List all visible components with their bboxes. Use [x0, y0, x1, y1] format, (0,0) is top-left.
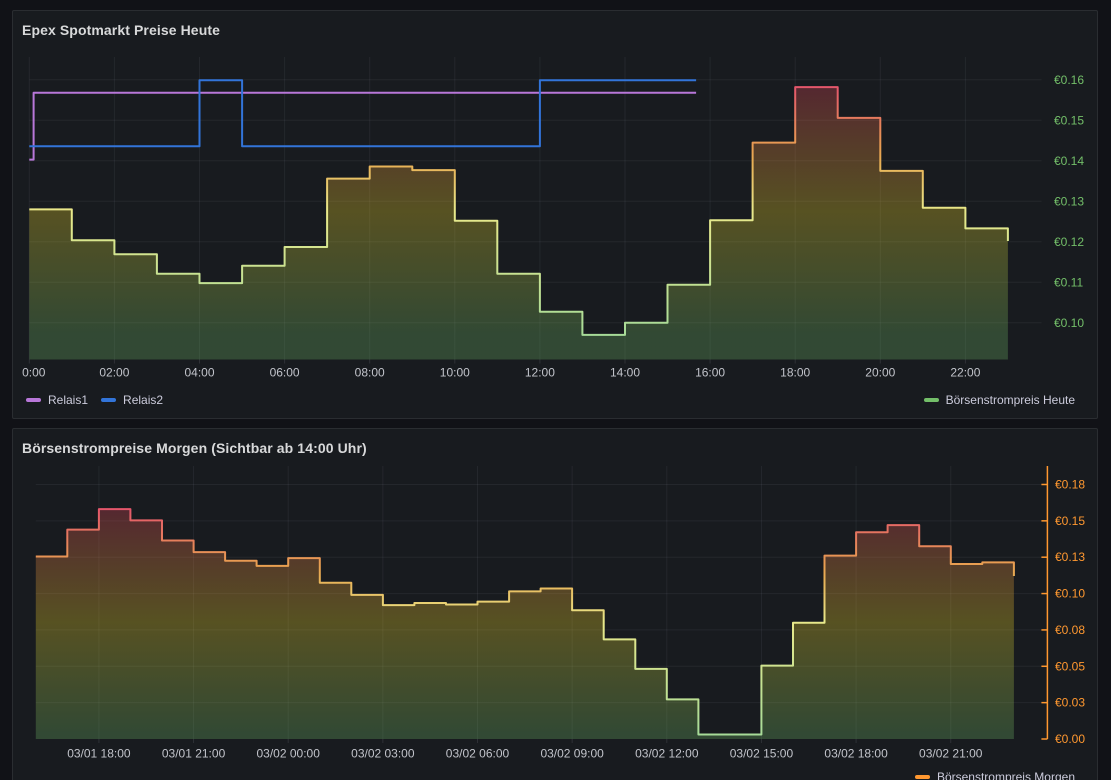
legend-series-label: Börsenstrompreis Morgen	[936, 770, 1075, 780]
chart-1: 03/01 18:00 03/01 21:00 03/02 00:00 03/02 0…	[35, 466, 1085, 761]
panel-title: Epex Spotmarkt Preise Heute	[22, 22, 220, 38]
legend-group-right: Börsenstrompreis Heute	[923, 393, 1075, 407]
legend: Börsenstrompreis Morgen	[26, 769, 1075, 780]
legend-item[interactable]: Börsenstrompreis Morgen	[914, 770, 1075, 780]
legend-item[interactable]: Relais2	[101, 393, 163, 407]
legend-group-left: Relais1 Relais2	[26, 393, 163, 407]
plot-area[interactable]	[29, 57, 1041, 360]
legend-series-dash	[101, 398, 117, 402]
legend-series-label: Börsenstrompreis Heute	[945, 393, 1075, 407]
panel-title: Börsenstrompreise Morgen (Sichtbar ab 14…	[22, 440, 367, 456]
legend-series-dash	[26, 398, 41, 402]
plot-area[interactable]	[36, 466, 1048, 739]
legend: Relais1 Relais2 Börsenstrompreis Heute	[26, 392, 1075, 408]
legend-series-dash	[923, 398, 939, 402]
legend-series-label: Relais1	[48, 393, 89, 407]
legend-series-dash	[914, 775, 930, 779]
legend-item[interactable]: Relais1	[26, 393, 88, 407]
legend-item[interactable]: Börsenstrompreis Heute	[923, 393, 1075, 407]
legend-group-right: Börsenstrompreis Morgen	[914, 770, 1075, 780]
chart-0: 0:00 02:00 04:00 06:00 08:00 10:00 12:00 14:00 1…	[22, 57, 1084, 380]
legend-series-label: Relais2	[123, 393, 164, 407]
